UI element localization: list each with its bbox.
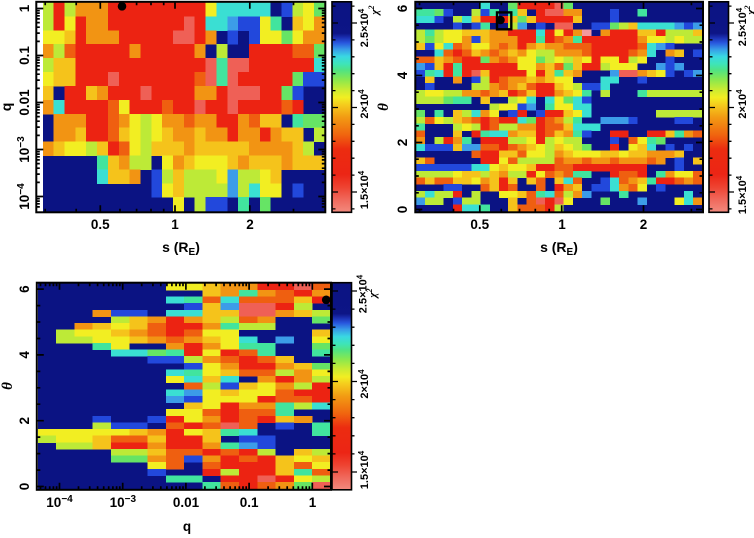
svg-text:0.01: 0.01	[173, 495, 200, 510]
svg-text:1: 1	[171, 217, 179, 232]
svg-text:2: 2	[17, 417, 32, 425]
svg-text:2.5×104: 2.5×104	[356, 274, 370, 313]
svg-text:2.5×104: 2.5×104	[735, 7, 749, 46]
svg-text:1.5×104: 1.5×104	[357, 170, 371, 209]
svg-text:0: 0	[17, 483, 32, 491]
svg-text:θ: θ	[376, 103, 392, 111]
svg-text:θ: θ	[0, 382, 16, 390]
svg-text:2: 2	[640, 217, 648, 232]
svg-text:χ2: χ2	[367, 5, 381, 16]
svg-text:0.1: 0.1	[17, 46, 32, 65]
svg-text:2×104: 2×104	[735, 89, 749, 119]
svg-text:0.1: 0.1	[240, 495, 259, 510]
svg-text:0: 0	[395, 206, 410, 214]
svg-text:1: 1	[17, 4, 32, 12]
svg-text:q: q	[183, 519, 191, 534]
svg-text:0.5: 0.5	[470, 217, 489, 232]
svg-text:2: 2	[246, 217, 254, 232]
svg-text:4: 4	[17, 351, 32, 359]
svg-text:6: 6	[395, 4, 410, 12]
svg-text:4: 4	[395, 71, 410, 79]
svg-text:1.5×104: 1.5×104	[357, 450, 371, 489]
svg-text:2×104: 2×104	[357, 89, 371, 119]
svg-text:2×104: 2×104	[357, 369, 371, 399]
svg-text:q: q	[0, 103, 14, 112]
svg-text:1: 1	[558, 217, 566, 232]
svg-text:0.01: 0.01	[17, 89, 32, 116]
svg-text:2.5×104: 2.5×104	[357, 8, 371, 47]
svg-text:χ2: χ2	[365, 288, 379, 299]
svg-text:2: 2	[395, 139, 410, 147]
svg-text:6: 6	[17, 285, 32, 293]
svg-text:χ2: χ2	[743, 5, 754, 16]
svg-text:1.5×104: 1.5×104	[735, 175, 749, 214]
svg-text:0.5: 0.5	[91, 217, 110, 232]
svg-text:1: 1	[309, 495, 317, 510]
